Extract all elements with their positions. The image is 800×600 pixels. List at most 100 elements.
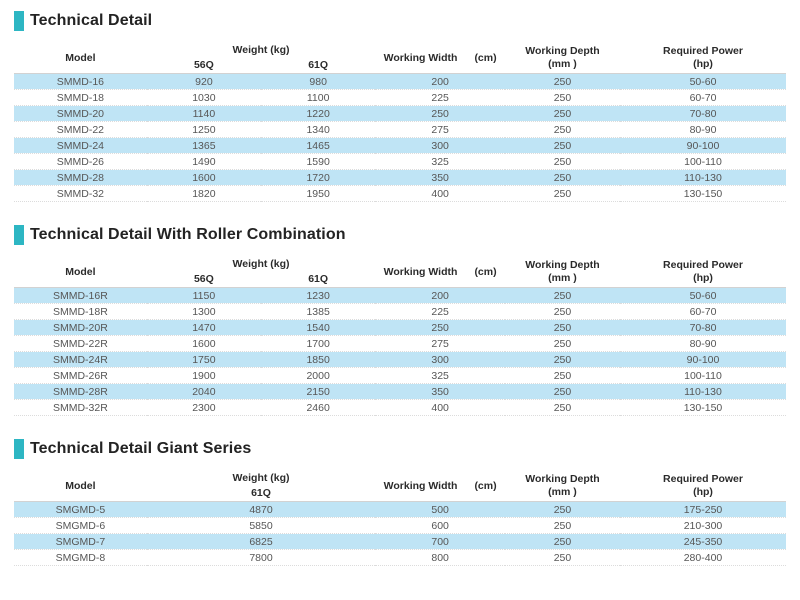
- table-cell: 280-400: [619, 549, 786, 566]
- table-row: SMGMD-6 5850 600 250 210-300: [14, 517, 786, 534]
- table-cell: SMGMD-8: [14, 549, 147, 566]
- accent-square-icon: [14, 438, 24, 459]
- table-cell: SMMD-22: [14, 121, 147, 138]
- table-cell: 250: [504, 549, 620, 566]
- spec-table-roller: Model Weight (kg) Working Width (cm) Wor…: [14, 257, 786, 416]
- table-cell: 2040: [146, 383, 262, 400]
- table-cell: 175-250: [619, 501, 786, 518]
- table-row: SMMD-26 1490 1590 325 250 100-110: [14, 153, 786, 170]
- working-width-unit: (cm): [474, 265, 497, 278]
- working-width-unit: (cm): [474, 51, 497, 64]
- table-cell: 300: [375, 351, 505, 368]
- table-cell: 1950: [261, 185, 376, 202]
- table-cell: 1600: [146, 335, 262, 352]
- table-cell: 1030: [146, 89, 262, 106]
- table-cell: 225: [375, 89, 505, 106]
- table-cell: 400: [375, 399, 505, 416]
- table-cell: 1750: [146, 351, 262, 368]
- table-cell: 1385: [261, 303, 376, 320]
- table-cell: 1140: [146, 105, 262, 122]
- table-cell: 5850: [146, 517, 376, 534]
- table-row: SMGMD-7 6825 700 250 245-350: [14, 533, 786, 550]
- table-cell: 1470: [146, 319, 262, 336]
- table-cell: 6825: [146, 533, 376, 550]
- table-cell: SMGMD-7: [14, 533, 147, 550]
- col-header-61q: 61Q: [146, 486, 376, 502]
- table-cell: 250: [504, 105, 620, 122]
- table-cell: 250: [504, 351, 620, 368]
- required-power-label: Required Power: [663, 259, 743, 271]
- table-cell: 1465: [261, 137, 376, 154]
- table-row: SMMD-16R 1150 1230 200 250 50-60: [14, 287, 786, 304]
- required-power-unit: (hp): [693, 272, 713, 284]
- table-cell: 250: [504, 383, 620, 400]
- table-cell: 250: [504, 319, 620, 336]
- table-cell: SMMD-24R: [14, 351, 147, 368]
- col-header-56q: 56Q: [146, 58, 262, 74]
- table-row: SMMD-18R 1300 1385 225 250 60-70: [14, 303, 786, 320]
- table-cell: SMMD-22R: [14, 335, 147, 352]
- working-width-header: Working Width (cm): [384, 52, 497, 65]
- spec-table-giant: Model Weight (kg) Working Width (cm) Wor…: [14, 471, 786, 566]
- spec-table-standard: Model Weight (kg) Working Width (cm) Wor…: [14, 43, 786, 202]
- table-cell: 245-350: [619, 533, 786, 550]
- table-cell: 250: [504, 399, 620, 416]
- table-cell: 350: [375, 383, 505, 400]
- required-power-label: Required Power: [663, 45, 743, 57]
- required-power-unit: (hp): [693, 486, 713, 498]
- col-header-weight-group: Weight (kg): [232, 472, 290, 484]
- working-width-header: Working Width (cm): [384, 480, 497, 493]
- table-cell: 1150: [146, 287, 262, 304]
- col-header-model: Model: [14, 257, 147, 288]
- table-cell: 250: [375, 319, 505, 336]
- table-cell: 70-80: [619, 105, 786, 122]
- table-cell: SMMD-26R: [14, 367, 147, 384]
- required-power-unit: (hp): [693, 58, 713, 70]
- table-cell: SMMD-16R: [14, 287, 147, 304]
- section-title: Technical Detail Giant Series: [30, 439, 252, 457]
- table-cell: SMMD-28R: [14, 383, 147, 400]
- table-cell: 1600: [146, 169, 262, 186]
- working-width-label: Working Width: [383, 265, 458, 278]
- table-cell: 250: [504, 89, 620, 106]
- table-cell: SMMD-20: [14, 105, 147, 122]
- table-cell: 1720: [261, 169, 376, 186]
- table-cell: 225: [375, 303, 505, 320]
- col-header-61q: 61Q: [261, 58, 376, 74]
- table-cell: SMMD-32R: [14, 399, 147, 416]
- table-cell: 300: [375, 137, 505, 154]
- section-title: Technical Detail: [30, 11, 153, 29]
- table-cell: 250: [504, 185, 620, 202]
- table-cell: 250: [504, 121, 620, 138]
- section-title: Technical Detail With Roller Combination: [30, 225, 346, 243]
- table-cell: 1490: [146, 153, 262, 170]
- table-header: Model Weight (kg) Working Width (cm) Wor…: [14, 257, 786, 288]
- table-header: Model Weight (kg) Working Width (cm) Wor…: [14, 471, 786, 502]
- col-header-weight-group: Weight (kg): [232, 258, 290, 270]
- table-cell: 1220: [261, 105, 376, 122]
- required-power-label: Required Power: [663, 473, 743, 485]
- working-depth-unit: (mm ): [548, 272, 577, 284]
- table-row: SMGMD-5 4870 500 250 175-250: [14, 501, 786, 518]
- table-cell: 90-100: [619, 137, 786, 154]
- table-body: SMMD-16R 1150 1230 200 250 50-60 SMMD-18R 1300 1…: [14, 287, 786, 416]
- table-cell: 60-70: [619, 303, 786, 320]
- col-header-required-power: Required Power (hp): [619, 257, 786, 288]
- table-body: SMMD-16 920 980 200 250 50-60 SMMD-18 1030 1100 2…: [14, 73, 786, 202]
- table-cell: 70-80: [619, 319, 786, 336]
- col-header-working-width: Working Width (cm): [375, 43, 505, 74]
- table-cell: 110-130: [619, 169, 786, 186]
- table-cell: SMMD-16: [14, 73, 147, 90]
- table-cell: 1900: [146, 367, 262, 384]
- col-header-model: Model: [14, 471, 147, 502]
- table-row: SMMD-16 920 980 200 250 50-60: [14, 73, 786, 90]
- table-row: SMMD-24 1365 1465 300 250 90-100: [14, 137, 786, 154]
- section-giant-series: Technical Detail Giant Series Model Weig…: [14, 437, 786, 566]
- col-header-required-power: Required Power (hp): [619, 471, 786, 502]
- table-cell: 250: [504, 367, 620, 384]
- table-cell: 110-130: [619, 383, 786, 400]
- col-header-56q: 56Q: [146, 272, 262, 288]
- table-cell: 210-300: [619, 517, 786, 534]
- table-cell: 200: [375, 73, 505, 90]
- table-cell: 200: [375, 287, 505, 304]
